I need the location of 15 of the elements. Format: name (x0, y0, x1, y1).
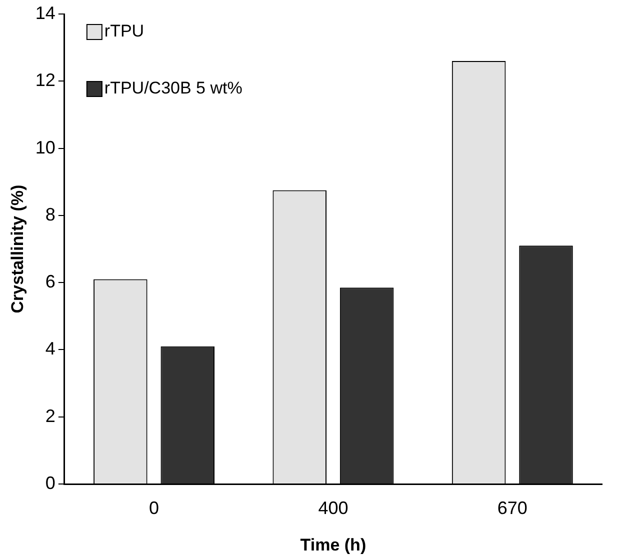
x-tick-label: 400 (318, 498, 348, 518)
y-tick-label: 12 (35, 70, 56, 90)
y-axis-title: Crystallinity (%) (8, 184, 27, 314)
y-tick-label: 6 (45, 272, 56, 292)
y-tick-label: 0 (45, 472, 56, 493)
x-tick-label: 0 (149, 498, 160, 518)
legend-label: rTPU/C30B 5 wt% (104, 78, 242, 98)
y-tick-label: 4 (45, 338, 56, 359)
y-tick-label: 2 (45, 406, 56, 426)
legend-label: rTPU (104, 22, 144, 41)
y-tick-label: 10 (35, 137, 56, 158)
x-tick-label: 670 (497, 498, 528, 518)
y-tick-label: 8 (45, 204, 56, 224)
x-axis-title: Time (h) (300, 535, 366, 554)
y-tick-label: 14 (35, 2, 56, 23)
